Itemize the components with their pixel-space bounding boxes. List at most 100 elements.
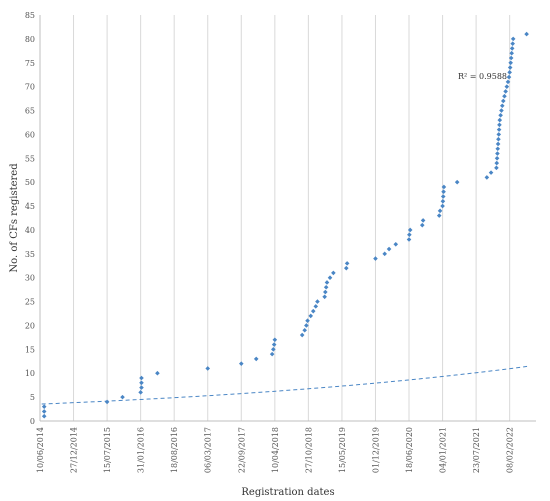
data-point	[305, 318, 310, 323]
data-point	[440, 194, 446, 199]
data-point	[504, 84, 510, 89]
data-point	[327, 275, 333, 281]
data-point	[500, 98, 506, 104]
x-tick-label: 22/09/2017	[237, 427, 246, 473]
y-tick-label: 55	[25, 154, 35, 163]
y-tick-label: 30	[25, 274, 35, 283]
x-tick-label: 01/12/2019	[371, 427, 380, 473]
data-point	[41, 404, 47, 409]
x-tick-label: 15/07/2015	[103, 427, 112, 473]
y-tick-label: 15	[25, 345, 35, 354]
data-point	[440, 198, 446, 204]
y-tick-label: 85	[25, 11, 35, 20]
data-point	[238, 361, 244, 366]
data-point	[440, 203, 445, 209]
data-point	[253, 356, 259, 362]
data-point	[315, 299, 320, 304]
data-point	[436, 213, 442, 218]
y-tick-label: 45	[25, 202, 35, 211]
data-point	[271, 342, 277, 347]
x-tick-label: 06/03/2017	[204, 427, 213, 473]
data-point	[441, 189, 446, 195]
data-point	[503, 89, 508, 94]
data-point	[323, 289, 328, 295]
data-point	[324, 280, 330, 285]
x-tick-label: 08/02/2022	[506, 427, 515, 473]
data-point	[497, 117, 503, 123]
data-point	[386, 246, 392, 252]
data-point	[496, 127, 502, 132]
x-tick-labels: 10/06/2014 27/12/2014 15/07/2015 31/01/2016…	[36, 427, 515, 473]
data-point	[308, 313, 314, 319]
x-tick-label: 04/01/2021	[439, 427, 448, 473]
y-tick-label: 60	[25, 130, 35, 139]
data-point	[41, 409, 47, 414]
data-points	[41, 31, 529, 419]
x-tick-label: 27/12/2014	[70, 427, 79, 473]
data-point	[454, 179, 460, 185]
data-point	[331, 270, 336, 276]
y-tick-label: 20	[25, 321, 35, 330]
data-point	[509, 50, 514, 56]
data-point	[508, 55, 514, 61]
data-point	[499, 108, 504, 113]
x-tick-label: 27/10/2018	[304, 427, 313, 473]
data-point	[272, 337, 278, 343]
data-point	[120, 394, 125, 400]
data-point	[496, 132, 502, 137]
x-tick-label: 18/08/2016	[170, 427, 179, 473]
data-point	[393, 241, 399, 247]
data-point	[488, 170, 494, 175]
data-point	[269, 351, 275, 357]
data-point	[498, 113, 503, 118]
data-point	[509, 46, 515, 51]
data-point	[507, 70, 512, 75]
data-point	[382, 251, 388, 257]
data-point	[505, 79, 511, 85]
data-point	[507, 65, 513, 70]
x-tick-label: 10/06/2014	[36, 427, 45, 473]
data-point	[419, 222, 425, 228]
data-point	[407, 227, 413, 233]
y-tick-label: 35	[25, 250, 35, 259]
x-tick-label: 10/04/2018	[271, 427, 280, 473]
r-squared-label: R² = 0.9588	[458, 72, 507, 81]
data-point	[510, 36, 516, 42]
data-point	[344, 261, 350, 266]
grid-lines	[39, 15, 511, 421]
data-point	[495, 146, 501, 152]
data-point	[506, 74, 512, 80]
x-tick-label: 15/05/2019	[338, 427, 347, 473]
data-point	[508, 60, 513, 66]
y-tick-label: 50	[25, 178, 35, 187]
data-point	[271, 347, 276, 352]
data-point	[420, 218, 426, 223]
data-point	[406, 237, 412, 242]
y-tick-label: 65	[25, 107, 35, 116]
data-point	[495, 141, 501, 147]
data-point	[494, 155, 500, 161]
data-point	[441, 184, 447, 190]
data-point	[138, 390, 143, 395]
data-point	[139, 380, 144, 386]
data-point	[323, 284, 329, 290]
data-point	[343, 265, 349, 271]
data-point	[310, 308, 316, 314]
y-tick-label: 0	[30, 417, 35, 426]
data-point	[139, 385, 144, 390]
y-axis-title: No. of CFs registered	[9, 163, 20, 273]
data-point	[155, 370, 160, 376]
data-point	[104, 399, 110, 405]
data-point	[41, 413, 47, 419]
y-tick-labels: 0 5 10 15 20 25 30 35 40 45 50 55 60 65 70 75 80 85	[25, 11, 35, 426]
y-tick-label: 25	[25, 298, 35, 307]
y-tick-label: 5	[30, 393, 35, 402]
data-point	[139, 375, 144, 381]
x-axis-title: Registration dates	[241, 487, 334, 498]
data-point	[502, 93, 507, 99]
data-point	[322, 294, 327, 300]
y-tick-label: 40	[25, 226, 35, 235]
data-point	[499, 103, 505, 109]
data-point	[524, 31, 529, 37]
